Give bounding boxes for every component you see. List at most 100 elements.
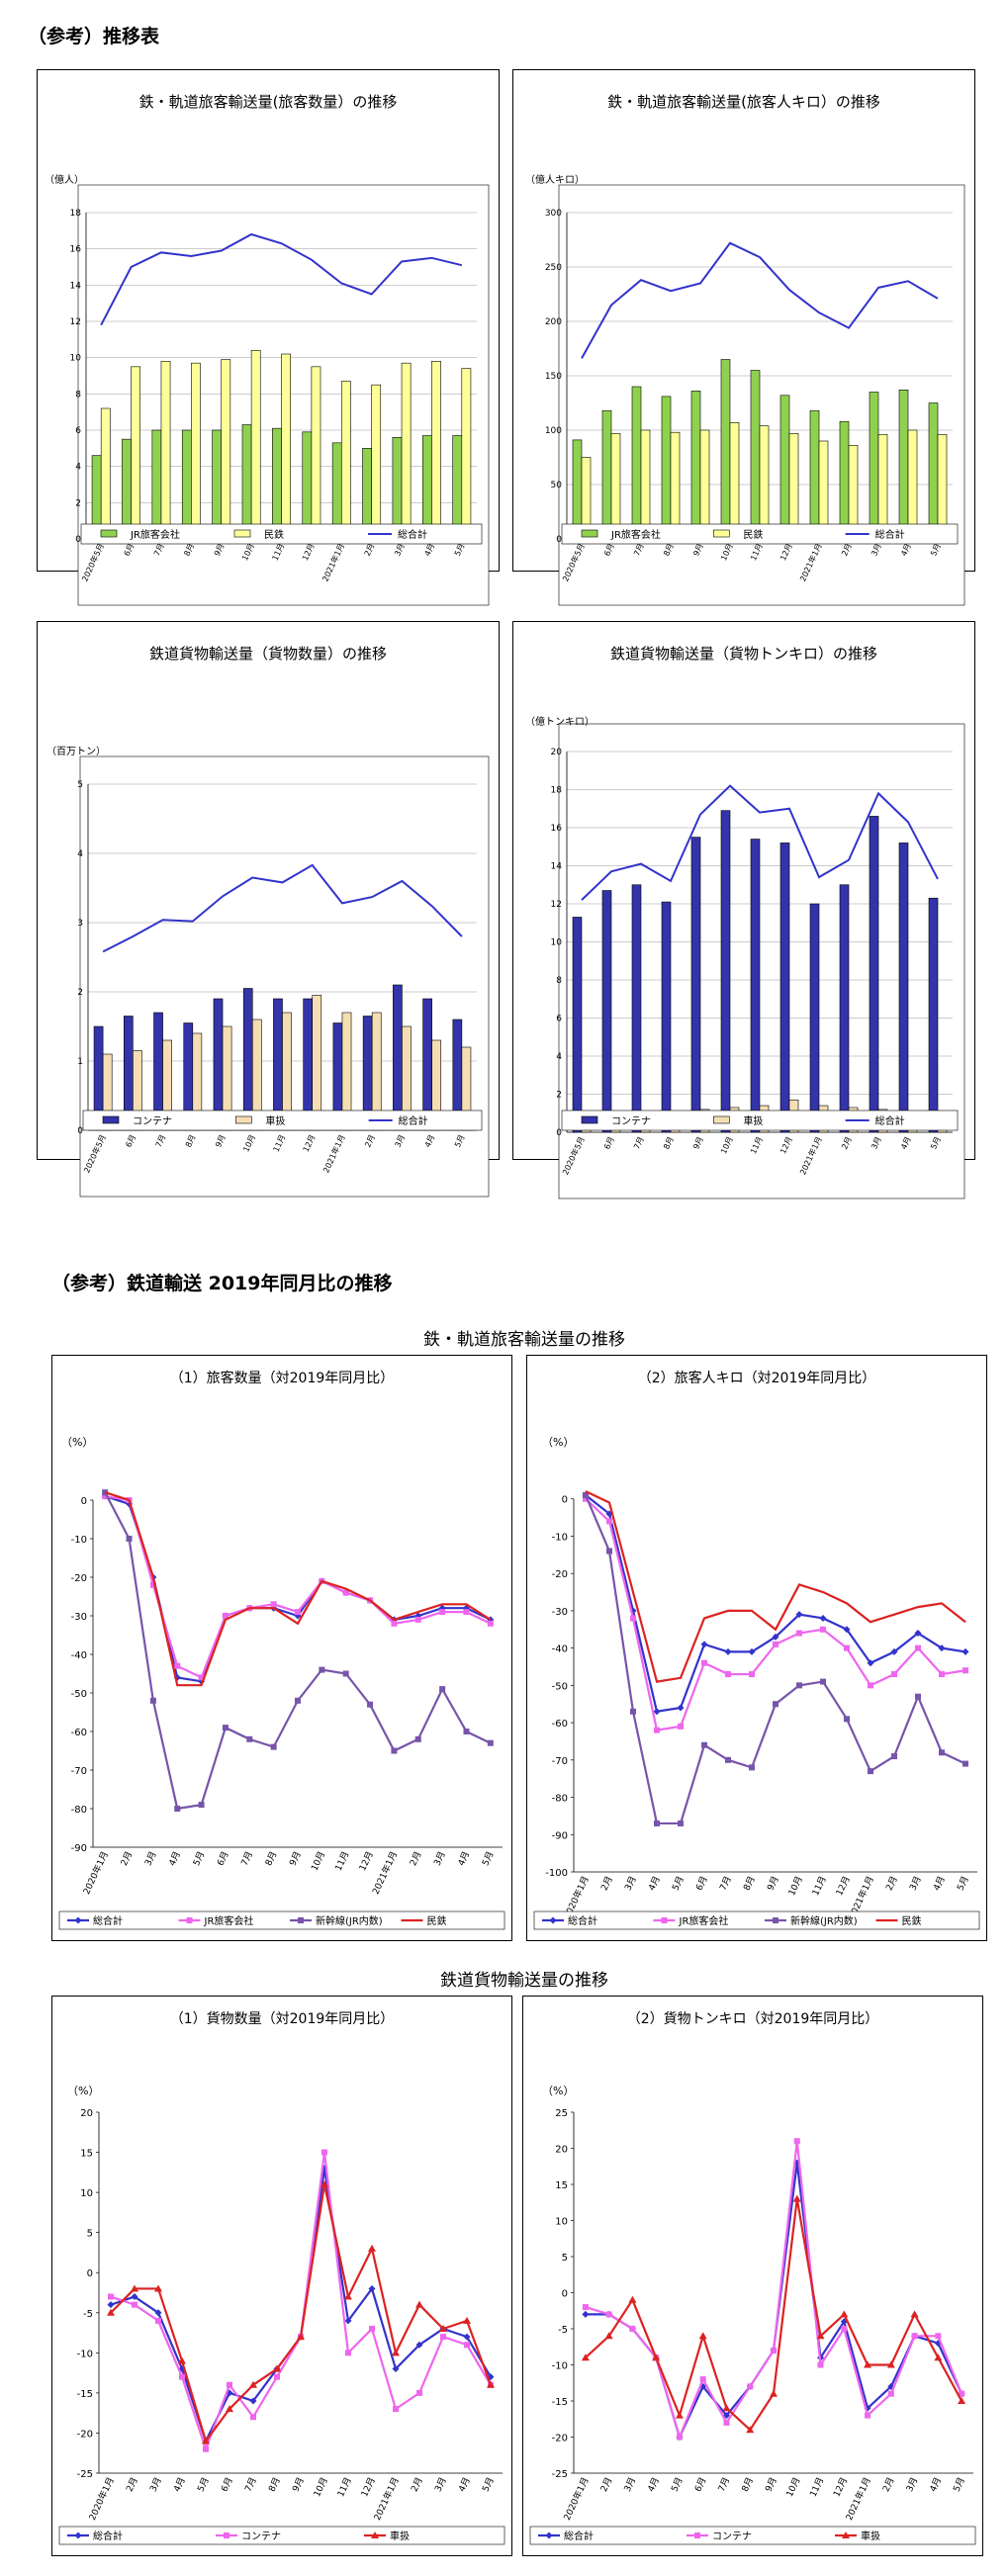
data-point bbox=[392, 2349, 400, 2356]
data-point bbox=[344, 2292, 352, 2300]
y-axis-label: （百万トン） bbox=[46, 746, 106, 757]
y-tick-label: 1 bbox=[77, 1057, 83, 1067]
freight-group-title: 鉄道貨物輸送量の推移 bbox=[440, 1971, 608, 1991]
data-point bbox=[935, 2333, 942, 2340]
data-point bbox=[792, 2194, 801, 2202]
legend-marker bbox=[74, 2532, 82, 2539]
data-point bbox=[748, 1647, 756, 1655]
data-point bbox=[723, 2419, 730, 2426]
data-point bbox=[250, 2414, 256, 2421]
chart-title: 鉄道貨物輸送量（貨物数量）の推移 bbox=[149, 645, 387, 663]
bar bbox=[431, 361, 441, 540]
legend-label: JR旅客会社 bbox=[679, 1914, 729, 1927]
legend-label: JR旅客会社 bbox=[130, 528, 180, 541]
data-point bbox=[582, 2304, 589, 2311]
y-tick-label: -5 bbox=[83, 2309, 93, 2320]
data-point bbox=[843, 1626, 851, 1634]
bar bbox=[690, 837, 701, 1133]
legend-marker bbox=[773, 1917, 779, 1923]
y-tick-label: 14 bbox=[70, 281, 82, 291]
y-tick-label: 4 bbox=[75, 463, 81, 473]
data-point bbox=[911, 2333, 918, 2340]
legend-label: 民鉄 bbox=[902, 1914, 922, 1927]
chart-passenger-volume-pct: （1）旅客数量（対2019年同月比） （%） 0 -10 -20 -30 -40 -50 -60… bbox=[51, 1355, 512, 1941]
data-point bbox=[391, 1620, 398, 1627]
legend-label: 車扱 bbox=[743, 1114, 763, 1127]
y-tick-label: -15 bbox=[77, 2389, 93, 2400]
bar bbox=[241, 424, 252, 540]
data-point bbox=[178, 2356, 186, 2364]
legend-swatch bbox=[581, 1115, 598, 1124]
y-tick-label: 16 bbox=[551, 824, 563, 834]
y-tick-label: 10 bbox=[70, 354, 82, 364]
chart-freight-tonkm: 鉄道貨物輸送量（貨物トンキロ）の推移 （億トンキロ） 0 2 4 6 8 10 12 14 16 18… bbox=[512, 621, 975, 1199]
y-tick-label: 0 bbox=[556, 535, 562, 545]
bar bbox=[302, 431, 313, 540]
data-point bbox=[722, 2412, 730, 2420]
data-point bbox=[487, 2373, 495, 2381]
bar bbox=[720, 810, 731, 1133]
data-point bbox=[273, 2364, 281, 2372]
series-line bbox=[104, 1491, 492, 1687]
data-point bbox=[222, 1613, 229, 1619]
legend-marker bbox=[549, 1916, 557, 1924]
legend-box bbox=[82, 1110, 483, 1131]
data-point bbox=[934, 2354, 943, 2361]
data-point bbox=[817, 2361, 824, 2368]
legend-label: 総合計 bbox=[93, 1914, 123, 1927]
bar bbox=[640, 429, 651, 540]
chart-title: 鉄・軌道旅客輸送量(旅客人キロ）の推移 bbox=[607, 93, 880, 111]
data-point bbox=[342, 1589, 349, 1596]
legend-label: JR旅客会社 bbox=[204, 1914, 254, 1927]
y-tick-label: 20 bbox=[551, 748, 563, 757]
chart-passenger-km-pct: （2）旅客人キロ（対2019年同月比） （%） 0 -10 -20 -30 -40 -50 -6… bbox=[526, 1355, 987, 1941]
data-point bbox=[725, 1756, 731, 1763]
data-point bbox=[414, 1735, 421, 1742]
data-point bbox=[722, 2404, 731, 2412]
data-point bbox=[630, 1708, 636, 1715]
y-axis-label: （%） bbox=[542, 2085, 574, 2097]
y-tick-label: 6 bbox=[556, 1015, 562, 1024]
section2-title: （参考）鉄道輸送 2019年同月比の推移 bbox=[51, 1273, 393, 1294]
legend-box bbox=[561, 1110, 959, 1131]
data-point bbox=[677, 1704, 685, 1712]
y-tick-label: -90 bbox=[552, 1830, 568, 1841]
bar bbox=[131, 366, 140, 540]
bar bbox=[452, 435, 463, 540]
data-point bbox=[605, 1510, 613, 1518]
data-point bbox=[154, 2309, 162, 2317]
data-point bbox=[463, 1609, 470, 1616]
data-point bbox=[440, 2334, 446, 2341]
y-axis-label: （%） bbox=[61, 1436, 93, 1449]
y-tick-label: 200 bbox=[545, 317, 562, 327]
bar bbox=[100, 407, 111, 540]
legend-label: 総合計 bbox=[93, 2530, 123, 2542]
legend-swatch bbox=[102, 1115, 120, 1124]
y-tick-label: -20 bbox=[71, 1573, 87, 1584]
y-tick-label: 3 bbox=[77, 919, 83, 929]
y-tick-label: 18 bbox=[70, 209, 82, 219]
legend-swatch bbox=[713, 529, 730, 538]
y-tick-label: 5 bbox=[87, 2229, 93, 2240]
data-point bbox=[868, 1768, 873, 1775]
y-tick-label: -25 bbox=[77, 2469, 93, 2480]
data-point bbox=[793, 2138, 800, 2145]
legend-label: 車扱 bbox=[390, 2530, 410, 2542]
chart-title: （2）貨物トンキロ（対2019年同月比） bbox=[627, 2010, 879, 2027]
data-point bbox=[102, 1489, 109, 1496]
bar bbox=[779, 395, 790, 540]
series-line bbox=[581, 241, 939, 359]
y-tick-label: -50 bbox=[552, 1681, 568, 1692]
y-tick-label: 15 bbox=[80, 2149, 93, 2160]
data-point bbox=[654, 1820, 660, 1826]
bar bbox=[610, 432, 621, 540]
data-point bbox=[149, 1697, 156, 1704]
y-tick-label: 10 bbox=[555, 2217, 568, 2228]
data-point bbox=[154, 2284, 162, 2292]
data-point bbox=[463, 2333, 471, 2341]
y-tick-label: -30 bbox=[552, 1607, 568, 1618]
legend-label: 民鉄 bbox=[264, 528, 284, 541]
data-point bbox=[319, 1666, 325, 1673]
y-tick-label: 18 bbox=[551, 786, 563, 796]
data-point bbox=[174, 1806, 181, 1812]
